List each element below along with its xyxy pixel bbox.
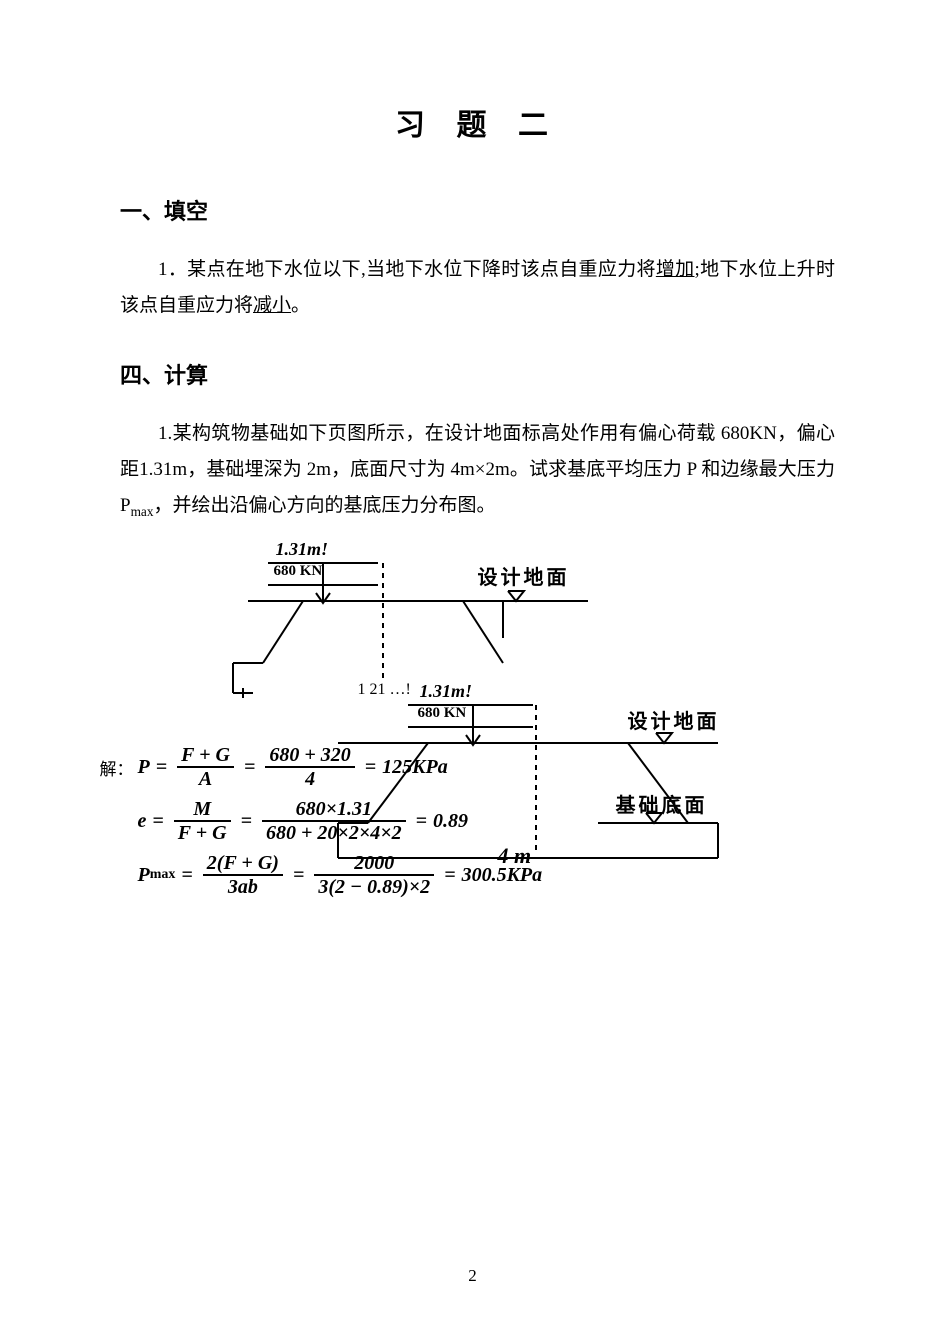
s4-q1: 1.某构筑物基础如下页图所示，在设计地面标高处作用有偏心荷载 680KN，偏心距…: [120, 416, 835, 524]
eq-e-rhs: 0.89: [433, 810, 468, 833]
eq-P-frac1: F + G A: [177, 744, 234, 790]
ld-design-surface: 设计地面: [628, 705, 720, 734]
s4-q1-sub: max: [131, 504, 154, 519]
sd-design-surface: 设计地面: [478, 561, 570, 590]
eq-e-lhs: e: [138, 810, 147, 833]
sd-ecc: 1.31m!: [276, 539, 329, 560]
s1-q1-pre: 1．某点在地下水位以下,当地下水位下降时该点自重应力将: [158, 259, 656, 280]
figure-zone: 1.31m! 680 KN 设计地面 1 21 …!: [198, 543, 758, 943]
section-4-heading: 四、计算: [120, 358, 835, 390]
eq-Pmax-sub: max: [150, 867, 176, 883]
eq-P: P = F + G A = 680 + 320 4 = 125KPa: [138, 743, 658, 791]
s4-q1-b: ，并绘出沿偏心方向的基底压力分布图。: [153, 495, 495, 516]
section-1-heading: 一、填空: [120, 194, 835, 226]
eq-e-frac1: M F + G: [174, 798, 231, 844]
equations: P = F + G A = 680 + 320 4 = 125KPa e =: [138, 743, 658, 905]
eq-e: e = M F + G = 680×1.31 680 + 20×2×4×2 = …: [138, 797, 658, 845]
s1-q1-blank1: 增加: [656, 259, 695, 280]
eq-Pmax-frac1: 2(F + G) 3ab: [203, 852, 283, 898]
eq-Pmax-frac2: 2000 3(2 − 0.89)×2: [314, 852, 434, 898]
eq-Pmax-rhs: 300.5KPa: [462, 864, 543, 887]
s1-q1: 1．某点在地下水位以下,当地下水位下降时该点自重应力将增加;地下水位上升时该点自…: [120, 252, 835, 324]
ld-load: 680 KN: [418, 705, 467, 722]
page-title: 习 题 二: [120, 100, 835, 144]
page-number: 2: [0, 1266, 945, 1286]
s1-q1-end: 。: [291, 295, 310, 316]
eq-e-frac2: 680×1.31 680 + 20×2×4×2: [262, 798, 406, 844]
solve-label: 解：: [100, 755, 134, 780]
sd-load: 680 KN: [274, 563, 323, 580]
eq-P-frac2: 680 + 320 4: [265, 744, 354, 790]
eq-P-lhs: P: [138, 756, 150, 779]
eq-P-rhs: 125KPa: [382, 756, 448, 779]
page: 习 题 二 一、填空 1．某点在地下水位以下,当地下水位下降时该点自重应力将增加…: [0, 0, 945, 1336]
eq-Pmax-lhs: P: [138, 864, 150, 887]
eq-Pmax: Pmax = 2(F + G) 3ab = 2000 3(2 − 0.89)×2…: [138, 851, 658, 899]
ld-ecc: 1.31m!: [420, 681, 473, 702]
s1-q1-blank2: 减小: [253, 295, 291, 316]
